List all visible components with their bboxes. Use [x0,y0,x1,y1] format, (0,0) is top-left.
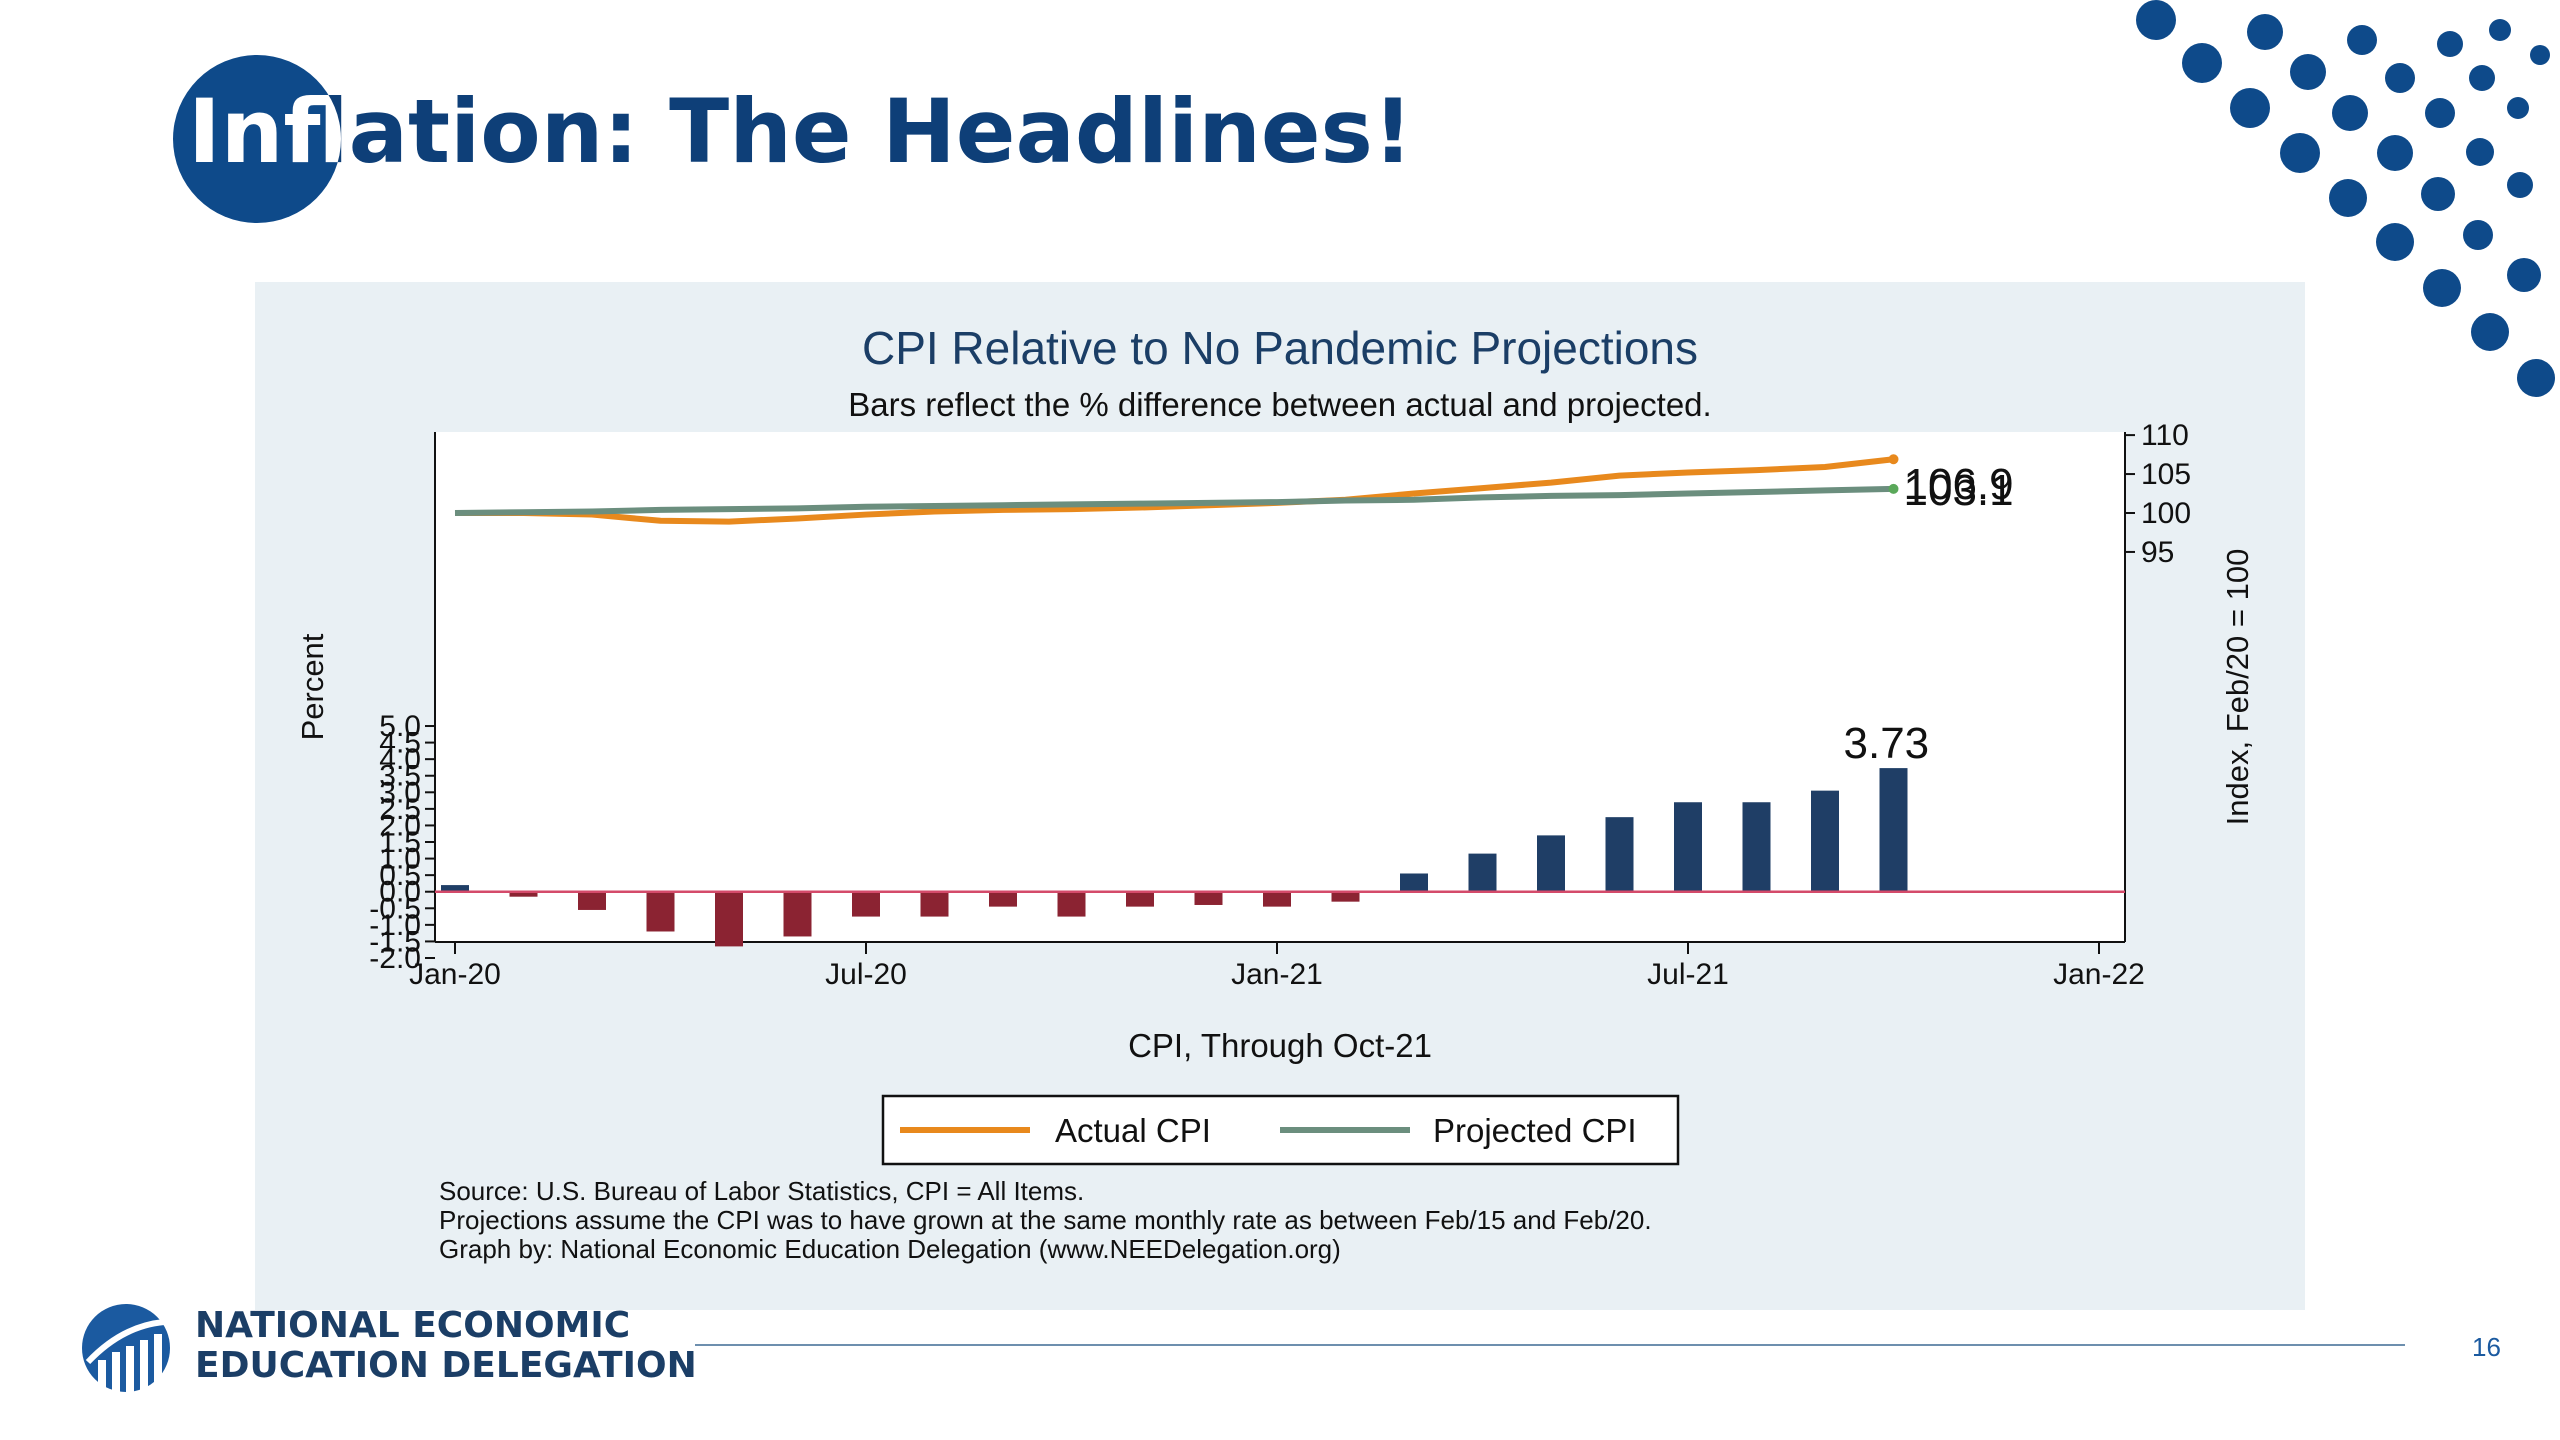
legend-label-projected-cpi: Projected CPI [1433,1112,1637,1149]
bar-Mar-21 [1400,873,1428,892]
series-end-point [1888,483,1899,494]
projected-cpi-value-label: 103.1 [1904,466,2014,515]
y-tick-label: -2.0 [369,942,421,975]
source-note-line: Source: U.S. Bureau of Labor Statistics,… [439,1176,1084,1206]
y-tick-label: 3.5 [379,760,421,793]
bar-Apr-20 [646,891,675,932]
actual-cpi-value-label: 106.9 [1904,460,2014,509]
bar-Jan-21 [1263,891,1291,907]
bar-Aug-21 [1742,802,1771,892]
bar-value-label: 3.73 [1844,719,1930,768]
plot-area [435,432,2125,942]
org-name-line2: EDUCATION DELEGATION [195,1345,697,1386]
bar-Oct-21 [1879,768,1908,892]
series-line-actual-cpi [455,456,1894,525]
page-number: 16 [2472,1332,2501,1362]
bar-Oct-20 [1057,891,1086,917]
y-tick-label: 1.0 [379,843,421,876]
bar-Mar-20 [578,891,606,910]
y2-tick-label: 105 [2141,458,2191,491]
slide-title: Inflation: The Headlines! [188,80,1414,183]
chart-panel: CPI Relative to No Pandemic Projections B… [255,282,2305,1310]
y-tick-label: 2.5 [379,793,421,826]
source-note-line: Projections assume the CPI was to have g… [439,1205,1652,1235]
y-tick-label: 4.5 [379,727,421,760]
y2-tick-label: 95 [2141,536,2174,569]
footer-divider [695,1344,2405,1346]
x-tick-label: Jul-20 [825,958,907,991]
y2-tick-label: 110 [2141,419,2189,452]
y-tick-label: 0.5 [379,859,421,892]
y-tick-label: 4.0 [379,743,421,776]
bar-Jul-21 [1674,802,1702,892]
bar-May-20 [715,891,743,947]
y2-tick-label: 100 [2141,497,2191,530]
x-tick-label: Jul-21 [1647,958,1729,991]
bar-Jun-20 [783,891,812,937]
org-name-line1: NATIONAL ECONOMIC [195,1305,631,1346]
legend-label-actual-cpi: Actual CPI [1055,1112,1211,1149]
dot-pattern-decoration [2136,0,2555,397]
bar-Sep-20 [989,891,1017,907]
y-tick-label: 0.0 [379,876,421,909]
bar-Aug-20 [920,891,949,917]
bar-Feb-20 [509,891,538,897]
bar-May-21 [1537,835,1565,892]
y-tick-label: -1.0 [369,909,421,942]
ned-logo-icon [82,1304,170,1394]
y-tick-label: -0.5 [369,892,421,925]
y-tick-label: 5.0 [379,710,421,743]
org-name: NATIONAL ECONOMIC EDUCATION DELEGATION [195,1306,697,1386]
y-tick-label: 1.5 [379,826,421,859]
chart: CPI Relative to No Pandemic Projections B… [295,322,2255,1264]
series-end-point [1888,454,1899,465]
bar-Apr-21 [1468,853,1497,892]
series-line-projected-cpi [454,485,1894,516]
y-axis-label: Percent [295,633,330,740]
y-tick-label: 3.0 [379,776,421,809]
bar-Dec-20 [1194,891,1223,905]
x-tick-label: Jan-20 [409,958,501,991]
bar-Jul-20 [852,891,880,917]
y2-axis-label: Index, Feb/20 = 100 [2220,549,2255,826]
source-note-line: Graph by: National Economic Education De… [439,1234,1341,1264]
y-tick-label: -1.5 [369,925,421,958]
bar-Jun-21 [1605,817,1634,892]
title-accent-circle [173,55,341,223]
x-tick-label: Jan-22 [2053,958,2145,991]
chart-subtitle: Bars reflect the % difference between ac… [848,386,1711,423]
chart-title: CPI Relative to No Pandemic Projections [862,322,1698,374]
x-tick-label: Jan-21 [1231,958,1323,991]
bar-Jan-20 [441,885,469,892]
bar-Sep-21 [1811,790,1839,892]
y-tick-label: 2.0 [379,809,421,842]
bar-Feb-21 [1331,891,1360,902]
x-axis-label: CPI, Through Oct-21 [1128,1027,1432,1064]
bar-Nov-20 [1126,891,1154,907]
